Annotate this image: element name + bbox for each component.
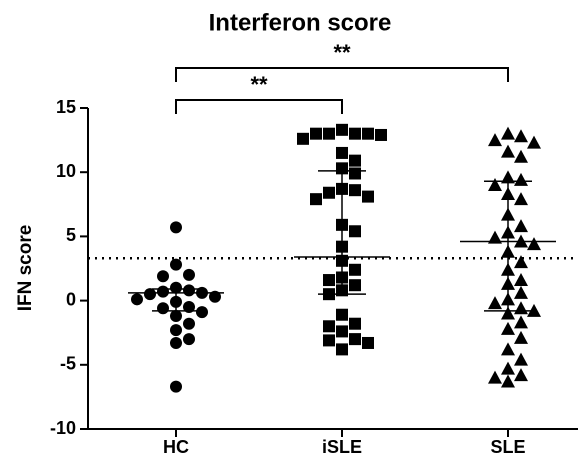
data-point <box>514 285 528 299</box>
significance-bracket <box>175 67 509 82</box>
data-point <box>514 330 528 344</box>
significance-bracket <box>175 99 343 114</box>
data-point <box>514 129 528 143</box>
data-point <box>349 167 361 180</box>
data-point <box>336 343 348 356</box>
data-point <box>349 279 361 292</box>
data-point <box>501 306 515 320</box>
data-point <box>514 368 528 382</box>
data-point <box>170 310 182 323</box>
data-point <box>349 154 361 167</box>
data-point <box>157 285 169 298</box>
data-point <box>144 288 156 301</box>
data-point <box>514 149 528 163</box>
data-point <box>170 221 182 234</box>
data-point <box>488 133 502 147</box>
data-point <box>488 178 502 192</box>
data-point <box>157 302 169 315</box>
data-point <box>501 374 515 388</box>
chart-title: Interferon score <box>209 9 392 36</box>
data-point <box>514 192 528 206</box>
data-point <box>183 268 195 281</box>
data-point <box>527 135 541 149</box>
x-tick-label: HC <box>163 437 189 457</box>
data-point <box>488 230 502 244</box>
x-tick-label: SLE <box>490 437 525 457</box>
data-point <box>362 127 374 140</box>
data-point <box>183 317 195 330</box>
data-point <box>170 380 182 393</box>
data-point <box>501 361 515 375</box>
y-tick-label: 15 <box>56 97 76 117</box>
data-point <box>514 301 528 315</box>
y-axis-label: IFN score <box>15 225 36 312</box>
data-point <box>297 132 309 145</box>
data-point <box>310 127 322 140</box>
data-point <box>323 127 335 140</box>
x-tick-label: iSLE <box>322 437 362 457</box>
data-point <box>349 317 361 330</box>
data-point <box>349 263 361 276</box>
data-point <box>183 284 195 297</box>
data-point <box>349 127 361 140</box>
data-point <box>310 193 322 206</box>
y-tick-label: 0 <box>66 289 76 309</box>
data-point <box>514 255 528 269</box>
data-point <box>183 333 195 346</box>
data-point <box>362 190 374 203</box>
data-point <box>336 146 348 159</box>
data-point <box>501 144 515 158</box>
data-point <box>514 315 528 329</box>
data-point <box>196 306 208 319</box>
data-point <box>349 225 361 238</box>
data-point <box>209 290 221 303</box>
data-point <box>514 172 528 186</box>
data-point <box>527 303 541 317</box>
y-tick-label: 5 <box>66 225 76 245</box>
data-point <box>488 370 502 384</box>
data-point <box>170 281 182 294</box>
data-point <box>362 336 374 349</box>
data-point <box>375 128 387 141</box>
data-point <box>170 336 182 349</box>
data-point <box>170 258 182 271</box>
data-point <box>323 334 335 347</box>
data-point <box>514 352 528 366</box>
data-point <box>501 342 515 356</box>
data-point <box>527 237 541 251</box>
data-point <box>157 270 169 283</box>
significance-label: ** <box>250 72 268 97</box>
data-point <box>514 273 528 287</box>
data-point <box>501 321 515 335</box>
data-point <box>323 186 335 199</box>
data-point <box>131 293 143 306</box>
data-point <box>488 296 502 310</box>
data-point <box>170 324 182 337</box>
data-point <box>501 126 515 140</box>
data-point <box>336 123 348 136</box>
data-point <box>514 219 528 233</box>
data-point <box>349 184 361 197</box>
data-point <box>336 325 348 338</box>
data-point <box>349 333 361 346</box>
y-tick-label: -5 <box>60 354 76 374</box>
data-point <box>336 308 348 321</box>
y-tick-label: -10 <box>50 418 76 438</box>
data-point <box>323 274 335 287</box>
y-tick-label: 10 <box>56 161 76 181</box>
data-point <box>183 301 195 314</box>
data-point <box>323 320 335 333</box>
significance-label: ** <box>333 40 351 65</box>
data-point <box>501 170 515 184</box>
